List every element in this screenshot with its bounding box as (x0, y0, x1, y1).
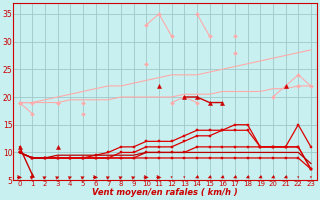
X-axis label: Vent moyen/en rafales ( km/h ): Vent moyen/en rafales ( km/h ) (92, 188, 238, 197)
